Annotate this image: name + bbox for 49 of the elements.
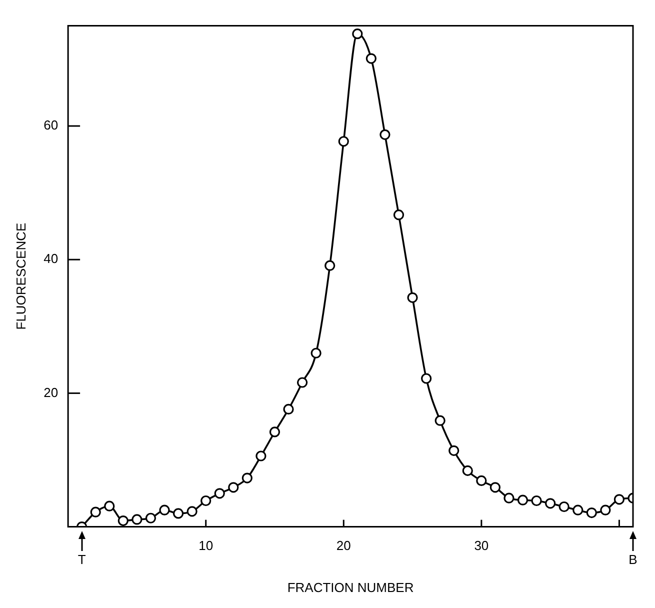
point [132,514,142,525]
x-tick-label: 20 [336,538,351,554]
y-tick-label: 20 [44,384,58,400]
point [200,495,212,506]
point [380,129,390,140]
point [324,260,336,271]
point [490,482,501,493]
point [256,450,266,462]
point [421,373,432,384]
x-axis-title: FRACTION NUMBER [287,580,414,595]
point [172,508,184,519]
point [572,504,584,516]
point [145,512,156,524]
x-tick-label: 10 [198,538,214,554]
point [297,377,308,388]
point [159,504,170,516]
x-tick-label: 30 [474,538,489,554]
point [462,465,473,476]
point [269,426,280,438]
point [558,501,570,512]
y-tick-label: 60 [44,118,58,133]
point [90,506,101,518]
y-axis-title: FLUORESCENCE [13,222,28,330]
point [283,404,294,415]
point [448,445,460,456]
text: B [628,552,638,567]
point [531,495,542,506]
point [352,28,363,40]
point [476,475,487,486]
point [104,500,115,512]
point [614,494,625,505]
point [407,292,418,303]
point [242,472,252,484]
point [186,506,198,517]
point [338,136,349,147]
point [310,348,322,358]
point [586,507,597,518]
point [393,210,404,220]
point [434,415,446,426]
point [517,494,528,506]
point [118,515,128,526]
point [545,498,556,509]
text: T [78,552,86,567]
y-tick-label: 40 [44,251,58,266]
point [228,482,239,493]
point [214,488,225,499]
point [504,492,514,504]
point [600,504,611,516]
point [366,53,376,64]
